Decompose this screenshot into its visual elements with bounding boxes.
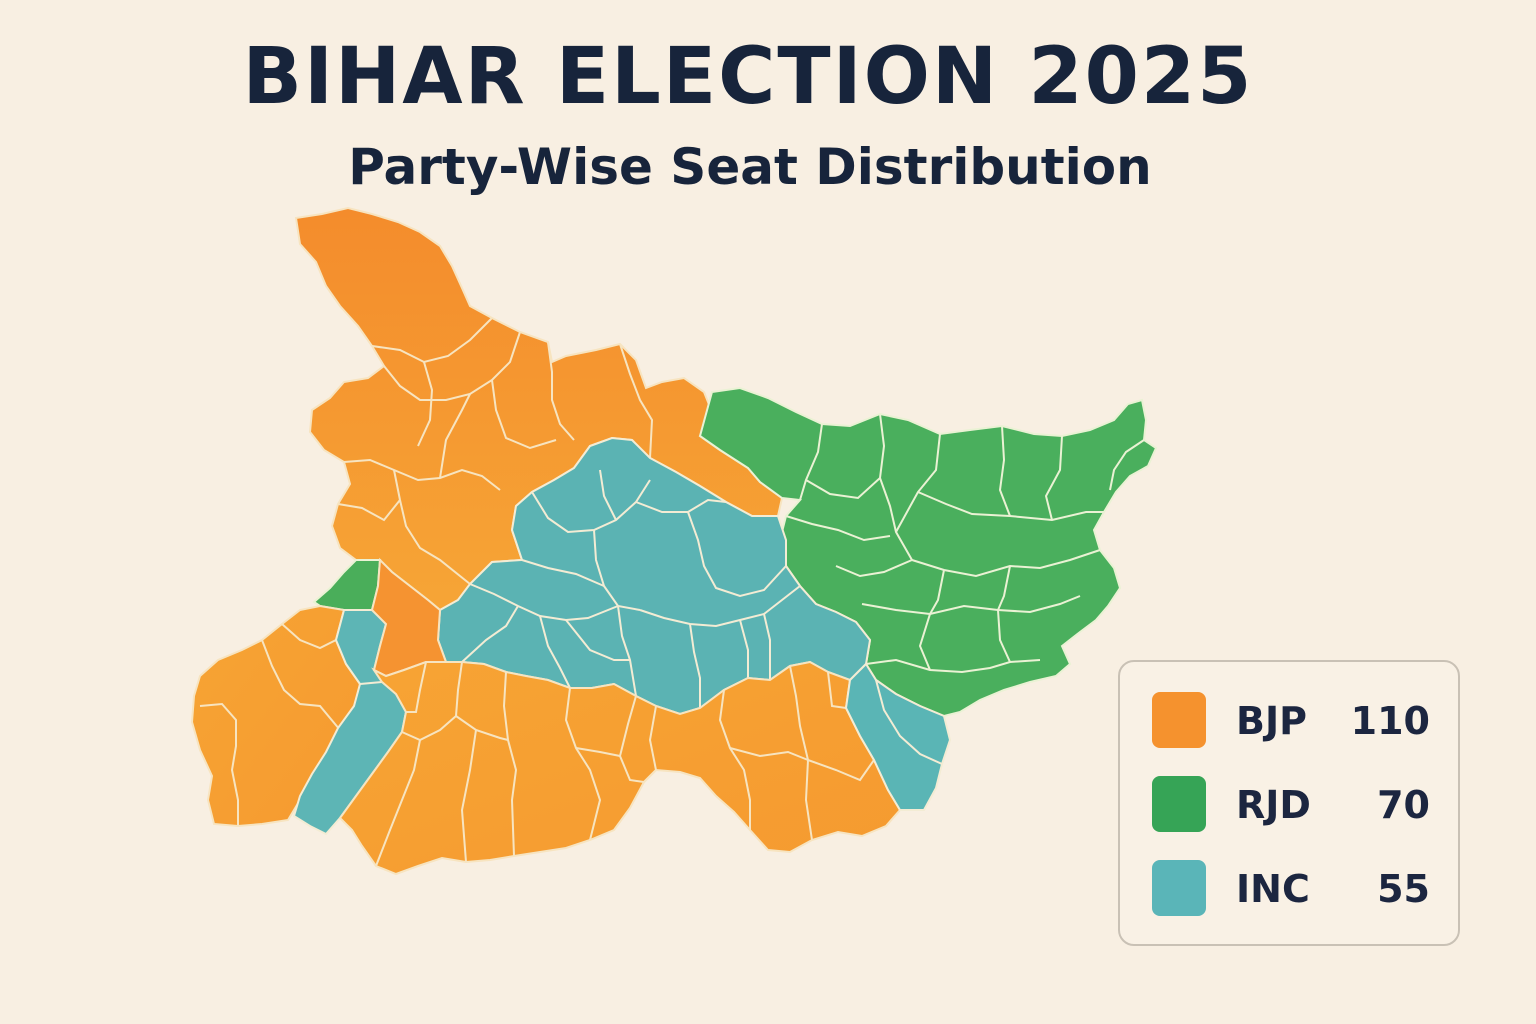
- legend-party-label: INC: [1236, 867, 1310, 911]
- region-inc-west-strip-boundary: [359, 681, 383, 685]
- region-bjp-southwest-boundaries: [199, 623, 341, 826]
- legend-party-label: BJP: [1236, 699, 1307, 743]
- region-inc-southeast-boundary: [875, 679, 943, 765]
- legend-seat-count: 55: [1377, 867, 1430, 911]
- page-subtitle: Party-Wise Seat Distribution: [348, 138, 1152, 196]
- legend-swatch-rjd: [1152, 776, 1206, 832]
- region-bjp-northwest-boundaries: [337, 317, 654, 585]
- legend-swatch-inc: [1152, 860, 1206, 916]
- region-bjp-south: [338, 660, 902, 876]
- region-rjd-west-enclave: [312, 559, 382, 611]
- legend-item-inc: INC 55: [1150, 860, 1430, 920]
- page-title: BIHAR ELECTION 2025: [242, 32, 1254, 122]
- region-inc-central-boundaries: [461, 469, 801, 708]
- legend-seat-count: 70: [1377, 783, 1430, 827]
- legend-item-bjp: BJP 110: [1150, 692, 1430, 752]
- legend-party-label: RJD: [1236, 783, 1311, 827]
- legend-seat-count: 110: [1350, 699, 1430, 743]
- legend-item-rjd: RJD 70: [1150, 776, 1430, 836]
- region-rjd-northeast-boundaries: [785, 413, 1145, 674]
- legend-swatch-bjp: [1152, 692, 1206, 748]
- legend: BJP 110 RJD 70 INC 55: [1118, 660, 1460, 946]
- region-bjp-south-boundaries: [375, 661, 875, 867]
- region-inc-southeast: [844, 662, 952, 811]
